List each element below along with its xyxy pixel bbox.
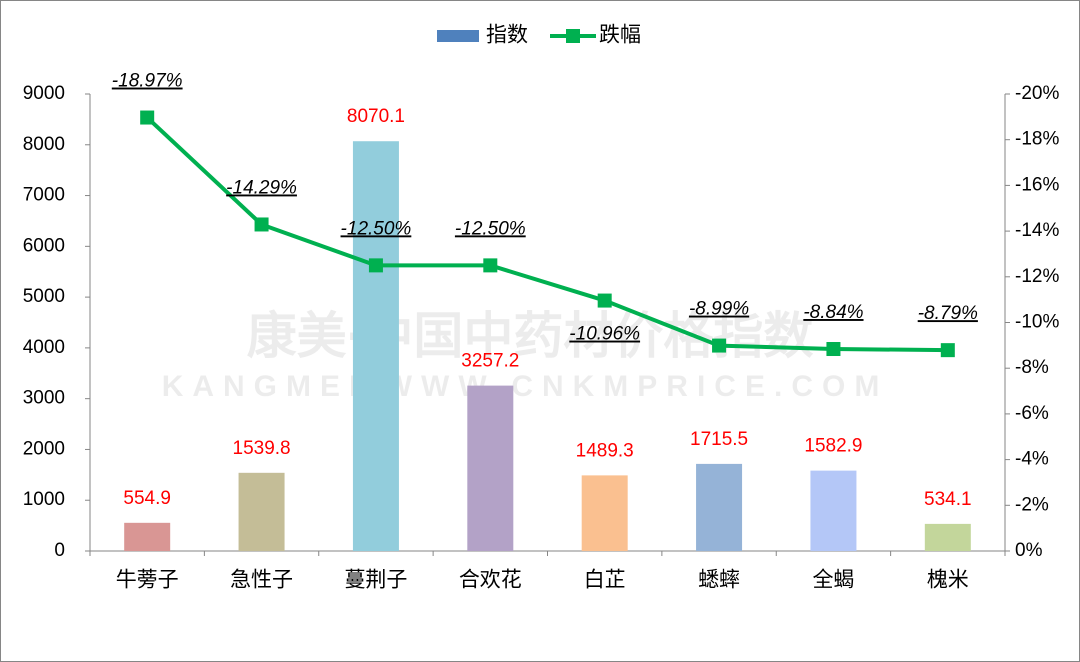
y-tick-label: 9000	[23, 83, 65, 104]
line-value-label: -18.97%	[112, 71, 183, 92]
line-marker	[254, 217, 269, 232]
line-marker	[940, 343, 955, 358]
bar	[924, 523, 971, 551]
y-tick-label: 8000	[23, 134, 65, 155]
line-value-label: -12.50%	[341, 218, 412, 239]
y-tick-label: 4000	[23, 337, 65, 358]
line-marker	[483, 258, 498, 273]
line-value-label: -8.79%	[918, 303, 978, 324]
y2-tick-label: -6%	[1015, 403, 1049, 424]
bar	[124, 522, 171, 551]
bar-value-label: 1539.8	[233, 438, 291, 459]
y-tick-label: 1000	[23, 489, 65, 510]
y2-tick-label: -18%	[1015, 129, 1059, 150]
y-tick-label: 7000	[23, 185, 65, 206]
y-tick-label: 2000	[23, 438, 65, 459]
legend-label: 指数	[486, 24, 528, 47]
bar	[238, 472, 285, 551]
line-marker	[712, 338, 727, 353]
y2-tick-label: -20%	[1015, 83, 1059, 104]
bar-value-label: 1715.5	[690, 429, 748, 450]
x-tick-label: 急性子	[230, 569, 293, 592]
bar-value-label: 3257.2	[461, 351, 519, 372]
bar-value-label: 1489.3	[576, 440, 634, 461]
bar	[696, 463, 743, 551]
line-value-label: -8.84%	[803, 302, 863, 323]
y-tick-label: 5000	[23, 286, 65, 307]
bar	[581, 475, 628, 551]
line-value-label: -12.50%	[455, 218, 526, 239]
legend-swatch	[566, 29, 580, 43]
y2-tick-label: -14%	[1015, 220, 1059, 241]
watermark: KANGMEI WWW.CNKMPRICE.COM	[162, 370, 889, 403]
line-marker	[597, 293, 612, 308]
x-tick-label: 牛蒡子	[116, 569, 179, 592]
y-tick-label: 3000	[23, 388, 65, 409]
line-marker	[368, 258, 383, 273]
y-tick-label: 6000	[23, 235, 65, 256]
bar-value-label: 1582.9	[804, 436, 862, 457]
y2-tick-label: -10%	[1015, 312, 1059, 333]
legend-swatch	[437, 30, 479, 42]
x-tick-label: 槐米	[927, 569, 969, 592]
y2-tick-label: -4%	[1015, 449, 1049, 470]
y2-tick-label: -12%	[1015, 266, 1059, 287]
y2-tick-label: -16%	[1015, 174, 1059, 195]
x-tick-label: 合欢花	[459, 569, 522, 592]
x-tick-label: 蔓荆子	[344, 569, 407, 592]
line-marker	[140, 110, 155, 125]
y-tick-label: 0	[54, 540, 65, 561]
y2-tick-label: -8%	[1015, 357, 1049, 378]
x-tick-label: 全蝎	[812, 569, 854, 592]
line-value-label: -8.99%	[689, 299, 749, 320]
bar	[467, 385, 514, 551]
line	[145, 116, 948, 353]
line-marker	[826, 342, 841, 357]
bar-value-label: 534.1	[924, 489, 972, 510]
x-tick-label: 白芷	[584, 569, 626, 592]
bar-value-label: 8070.1	[347, 106, 405, 127]
y2-tick-label: -2%	[1015, 494, 1049, 515]
legend-label: 跌幅	[599, 24, 641, 47]
bar-value-label: 554.9	[123, 488, 171, 509]
y2-tick-label: 0%	[1015, 540, 1043, 561]
bar	[810, 470, 857, 551]
line-value-label: -10.96%	[569, 324, 640, 345]
bar	[352, 141, 399, 551]
watermark: 康美·中国中药材价格指数	[247, 308, 814, 364]
line-value-label: -14.29%	[226, 177, 297, 198]
x-tick-label: 蟋蟀	[698, 569, 740, 592]
